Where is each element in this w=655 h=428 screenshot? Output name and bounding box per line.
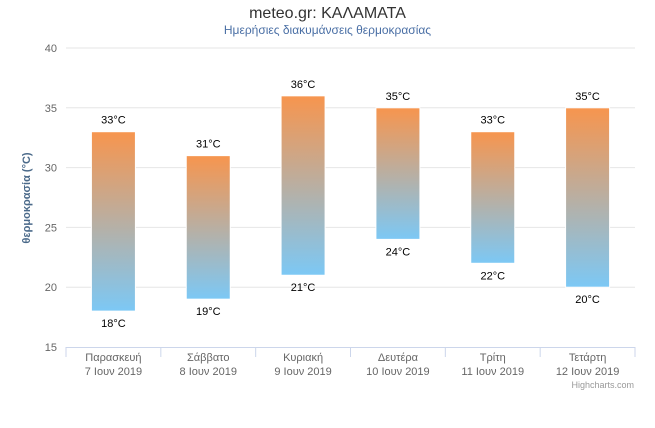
high-value-label: 33°C — [480, 115, 505, 127]
high-value-label: 35°C — [386, 91, 411, 103]
data-labels: 33°C 18°C 31°C 19°C 36°C 21°C 35°C 24°C 33°C 22°C… — [101, 79, 600, 330]
x-tick-label: Τετάρτη 12 Ιουν 2019 — [556, 352, 620, 378]
range-bar[interactable] — [280, 95, 326, 276]
low-value-label: 20°C — [575, 294, 600, 306]
range-bar[interactable] — [375, 107, 421, 240]
y-tick-label: 35 — [45, 103, 57, 115]
low-value-label: 22°C — [480, 270, 505, 282]
y-tick-label: 20 — [45, 282, 57, 294]
y-tick-label: 30 — [45, 163, 57, 175]
chart-title: meteo.gr: ΚΑΛΑΜΑΤΑ — [249, 5, 406, 22]
range-bar[interactable] — [185, 155, 231, 300]
high-value-label: 33°C — [101, 115, 126, 127]
high-value-label: 31°C — [196, 139, 221, 151]
range-bar[interactable] — [90, 131, 136, 312]
x-tick-label: Σάββατο 8 Ιουν 2019 — [180, 352, 237, 378]
x-tick-label: Κυριακή 9 Ιουν 2019 — [274, 352, 331, 378]
y-tick-label: 25 — [45, 222, 57, 234]
x-tick-label: Δευτέρα 10 Ιουν 2019 — [366, 352, 430, 378]
x-tick-label: Παρασκευή 7 Ιουν 2019 — [85, 352, 142, 378]
high-value-label: 36°C — [291, 79, 316, 91]
low-value-label: 24°C — [386, 246, 411, 258]
low-value-label: 21°C — [291, 282, 316, 294]
chart-subtitle: Ημερήσιες διακυμάνσεις θερμοκρασίας — [224, 23, 431, 37]
range-bar[interactable] — [470, 131, 516, 264]
y-tick-label: 15 — [45, 342, 57, 354]
y-tick-label: 40 — [45, 43, 57, 55]
high-value-label: 35°C — [575, 91, 600, 103]
x-axis: Παρασκευή 7 Ιουν 2019 Σάββατο 8 Ιουν 2019 Κυ… — [65, 347, 636, 378]
x-tick-label: Τρίτη 11 Ιουν 2019 — [461, 352, 524, 378]
low-value-label: 19°C — [196, 306, 221, 318]
range-bar[interactable] — [565, 107, 611, 288]
bars — [90, 95, 611, 312]
y-axis-ticks: 15 20 25 30 35 40 — [45, 43, 57, 354]
low-value-label: 18°C — [101, 318, 126, 330]
gridlines — [66, 47, 635, 288]
credits-link[interactable]: Highcharts.com — [571, 380, 634, 390]
y-axis-title: θερμοκρασία (°C) — [21, 152, 33, 244]
